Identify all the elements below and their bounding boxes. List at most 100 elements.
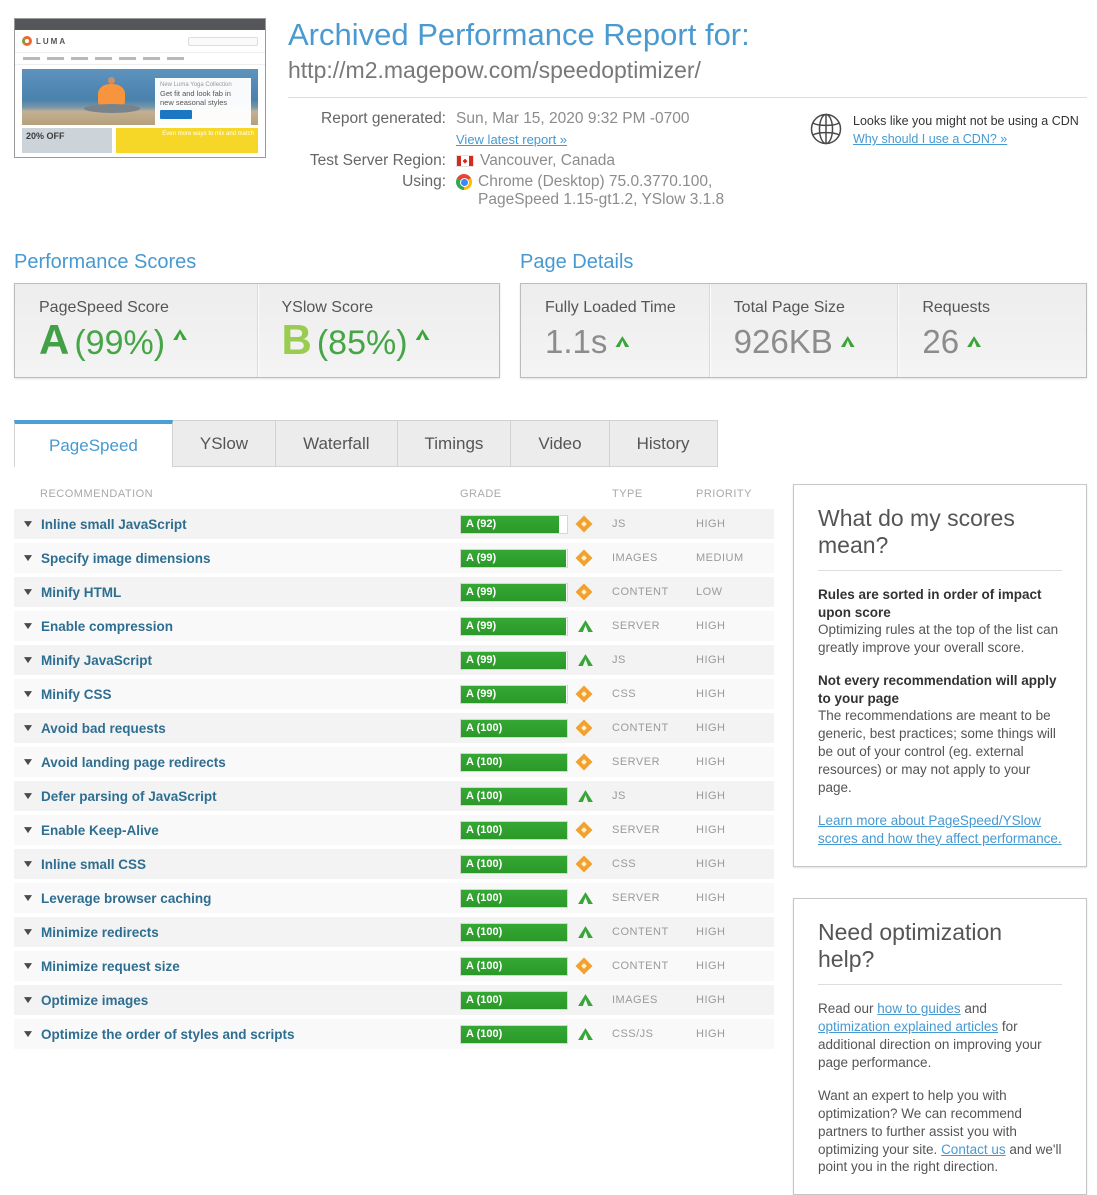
- tab-video[interactable]: Video: [511, 420, 610, 468]
- expand-triangle-icon[interactable]: [24, 623, 32, 630]
- learn-more-link[interactable]: Learn more about PageSpeed/YSlow scores …: [818, 812, 1062, 846]
- thumb-site-header: LUMA: [15, 30, 265, 52]
- expand-triangle-icon[interactable]: [24, 589, 32, 596]
- report-tabs: PageSpeed YSlow Waterfall Timings Video Histo…: [14, 420, 1087, 468]
- row-type: JS: [612, 518, 626, 531]
- row-type: IMAGES: [612, 994, 658, 1007]
- grade-bar: A (100): [460, 888, 568, 908]
- tab-timings[interactable]: Timings: [397, 420, 512, 468]
- recommendation-name: Specify image dimensions: [41, 550, 211, 566]
- table-header: RECOMMENDATION GRADE TYPE PRIORITY: [14, 484, 774, 509]
- inline-link[interactable]: Contact us: [941, 1141, 1006, 1157]
- recommendation-row[interactable]: Avoid bad requests A (100) CONTENT HIGH: [14, 713, 774, 744]
- performance-scores-box: PageSpeed Score A (99%) YSlow Score B (85%): [14, 283, 500, 379]
- grade-label: A (99): [466, 620, 497, 633]
- row-type: CONTENT: [612, 722, 669, 735]
- recommendation-row[interactable]: Defer parsing of JavaScript A (100) JS H…: [14, 781, 774, 812]
- recommendation-name: Minimize request size: [41, 958, 180, 974]
- expand-triangle-icon[interactable]: [24, 555, 32, 562]
- recommendation-row[interactable]: Minify JavaScript A (99) JS HIGH: [14, 645, 774, 676]
- expand-triangle-icon[interactable]: [24, 759, 32, 766]
- recommendation-row[interactable]: Minify HTML A (99) CONTENT LOW: [14, 577, 774, 608]
- recommendation-row[interactable]: Specify image dimensions A (99) IMAGES M…: [14, 543, 774, 574]
- recommendation-row[interactable]: Enable Keep-Alive A (100) SERVER HIGH: [14, 815, 774, 846]
- recommendation-name: Enable Keep-Alive: [41, 822, 159, 838]
- grade-label: A (100): [466, 994, 503, 1007]
- expand-triangle-icon[interactable]: [24, 963, 32, 970]
- grade-label: A (100): [466, 756, 503, 769]
- grade-label: A (100): [466, 824, 503, 837]
- thumb-hero-image: New Luma Yoga Collection Get fit and loo…: [22, 69, 258, 126]
- diamond-icon: [575, 753, 593, 771]
- diamond-icon: [575, 583, 593, 601]
- arrow-up-icon: [578, 620, 593, 633]
- row-priority: HIGH: [696, 1028, 726, 1041]
- expand-triangle-icon[interactable]: [24, 1031, 32, 1038]
- recommendation-row[interactable]: Minimize redirects A (100) CONTENT HIGH: [14, 917, 774, 948]
- grade-bar: A (99): [460, 616, 568, 636]
- row-type: JS: [612, 654, 626, 667]
- grade-label: A (100): [466, 790, 503, 803]
- expand-triangle-icon[interactable]: [24, 657, 32, 664]
- grade-bar: A (99): [460, 548, 568, 568]
- cdn-why-link[interactable]: Why should I use a CDN? »: [853, 132, 1008, 147]
- arrow-up-icon: [578, 1028, 593, 1041]
- recommendation-name: Minify HTML: [41, 584, 122, 600]
- row-priority: HIGH: [696, 654, 726, 667]
- recommendation-row[interactable]: Optimize the order of styles and scripts…: [14, 1019, 774, 1050]
- thumb-nav-bar: [15, 52, 265, 65]
- tab-pagespeed[interactable]: PageSpeed: [14, 420, 173, 468]
- generated-label: Report generated:: [321, 110, 446, 128]
- scores-panel-p2: The recommendations are meant to be gene…: [818, 708, 1056, 795]
- arrow-up-icon: [578, 926, 593, 939]
- recommendation-name: Avoid landing page redirects: [41, 754, 226, 770]
- grade-label: A (100): [466, 960, 503, 973]
- expand-triangle-icon[interactable]: [24, 895, 32, 902]
- page-screenshot-thumbnail[interactable]: LUMA New Luma Yoga Collection Get fit an…: [14, 18, 266, 158]
- recommendation-name: Optimize images: [41, 992, 149, 1008]
- view-latest-report-link[interactable]: View latest report »: [456, 132, 568, 148]
- expand-triangle-icon[interactable]: [24, 793, 32, 800]
- detail-cell: Requests 26: [897, 284, 1086, 378]
- expand-triangle-icon[interactable]: [24, 521, 32, 528]
- tab-history[interactable]: History: [609, 420, 718, 468]
- expand-triangle-icon[interactable]: [24, 725, 32, 732]
- row-priority: HIGH: [696, 518, 726, 531]
- col-grade: GRADE: [460, 488, 502, 501]
- recommendation-row[interactable]: Minimize request size A (100) CONTENT HI…: [14, 951, 774, 982]
- grade-label: A (100): [466, 858, 503, 871]
- recommendation-row[interactable]: Avoid landing page redirects A (100) SER…: [14, 747, 774, 778]
- header-divider: [288, 97, 1087, 99]
- grade-bar: A (100): [460, 786, 568, 806]
- recommendation-row[interactable]: Minify CSS A (99) CSS HIGH: [14, 679, 774, 710]
- tab-waterfall[interactable]: Waterfall: [276, 420, 398, 468]
- grade-bar: A (100): [460, 990, 568, 1010]
- inline-link[interactable]: optimization explained articles: [818, 1018, 999, 1034]
- recommendation-row[interactable]: Optimize images A (100) IMAGES HIGH: [14, 985, 774, 1016]
- row-priority: HIGH: [696, 960, 726, 973]
- sidebar: What do my scores mean? Rules are sorted…: [793, 484, 1087, 1195]
- expand-triangle-icon[interactable]: [24, 691, 32, 698]
- expand-triangle-icon[interactable]: [24, 827, 32, 834]
- recommendation-row[interactable]: Leverage browser caching A (100) SERVER …: [14, 883, 774, 914]
- tab-yslow[interactable]: YSlow: [172, 420, 277, 468]
- inline-link[interactable]: how to guides: [877, 1000, 961, 1016]
- recommendation-row[interactable]: Enable compression A (99) SERVER HIGH: [14, 611, 774, 642]
- thumb-bottom-banners: 20% OFF Even more ways to mix and match: [22, 128, 258, 153]
- detail-cell: Total Page Size 926KB: [708, 284, 898, 378]
- expand-triangle-icon[interactable]: [24, 861, 32, 868]
- arrow-up-icon: [578, 654, 593, 667]
- scores-panel-sub2: Not every recommendation will apply to y…: [818, 673, 1057, 706]
- recommendation-name: Leverage browser caching: [41, 890, 212, 906]
- grade-label: A (99): [466, 688, 497, 701]
- recommendation-row[interactable]: Inline small JavaScript A (92) JS HIGH: [14, 509, 774, 540]
- detail-value: 1.1s: [545, 325, 685, 358]
- grade-bar: A (100): [460, 922, 568, 942]
- table-rows: Inline small JavaScript A (92) JS HIGH S…: [14, 509, 774, 1050]
- expand-triangle-icon[interactable]: [24, 997, 32, 1004]
- recommendation-row[interactable]: Inline small CSS A (100) CSS HIGH: [14, 849, 774, 880]
- recommendations-table: RECOMMENDATION GRADE TYPE PRIORITY Inlin…: [14, 484, 774, 1195]
- recommendation-name: Avoid bad requests: [41, 720, 166, 736]
- expand-triangle-icon[interactable]: [24, 929, 32, 936]
- grade-bar: A (99): [460, 582, 568, 602]
